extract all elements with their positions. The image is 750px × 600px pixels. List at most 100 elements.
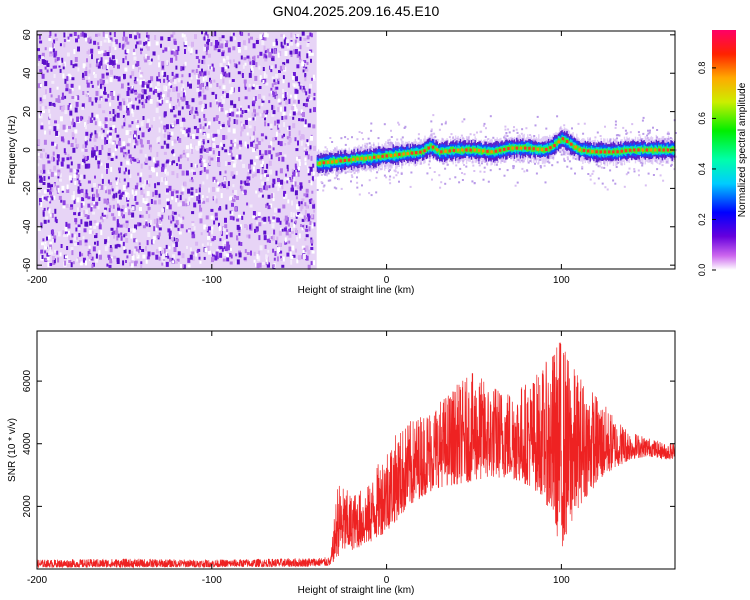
signal-halo-point: [469, 133, 472, 136]
signal-core-cell: [339, 159, 342, 163]
noise-cell: [152, 191, 155, 197]
noise-cell: [277, 183, 281, 188]
noise-cell: [224, 73, 228, 78]
noise-cell: [277, 248, 280, 254]
noise-cell: [202, 200, 206, 204]
signal-halo-point: [543, 164, 546, 167]
noise-cell: [153, 157, 155, 163]
noise-cell: [120, 208, 124, 212]
noise-cell: [279, 220, 282, 225]
noise-cell: [220, 193, 223, 199]
signal-band-cell: [506, 146, 508, 152]
noise-cell: [165, 160, 169, 164]
signal-band-cell: [366, 154, 369, 160]
noise-cell: [178, 202, 182, 206]
noise-cell: [191, 133, 195, 139]
noise-cell: [116, 199, 120, 204]
noise-cell: [150, 199, 153, 204]
signal-halo-point: [535, 172, 538, 175]
noise-cell: [251, 135, 255, 141]
heatmap-signal-track: [316, 114, 677, 197]
signal-band-cell: [501, 147, 503, 152]
noise-cell: [268, 150, 272, 155]
noise-cell: [91, 197, 95, 201]
noise-cell: [98, 61, 101, 66]
noise-cell: [73, 212, 77, 216]
noise-cell: [267, 217, 270, 222]
signal-halo-point: [536, 115, 539, 118]
noise-cell: [58, 195, 62, 200]
signal-halo-point: [351, 136, 353, 139]
noise-cell: [286, 59, 290, 64]
noise-cell: [68, 235, 71, 241]
noise-cell: [42, 169, 46, 174]
signal-halo-point: [533, 135, 536, 137]
noise-cell: [233, 159, 237, 164]
noise-cell: [309, 108, 312, 113]
noise-cell: [146, 32, 149, 36]
noise-cell: [201, 104, 205, 108]
noise-cell: [268, 240, 271, 243]
noise-cell: [96, 240, 99, 246]
noise-cell: [148, 206, 151, 210]
noise-cell: [204, 148, 207, 152]
noise-cell: [73, 198, 76, 204]
noise-cell: [296, 259, 299, 264]
noise-cell: [39, 177, 43, 183]
noise-cell: [191, 149, 194, 154]
signal-halo-point: [647, 132, 650, 135]
noise-cell: [278, 230, 282, 236]
noise-cell: [131, 212, 135, 218]
noise-cell: [193, 226, 196, 231]
noise-cell: [80, 188, 84, 193]
noise-cell: [200, 160, 203, 166]
noise-cell: [111, 141, 115, 145]
noise-cell: [240, 180, 243, 185]
noise-cell: [290, 32, 293, 38]
noise-cell: [288, 246, 292, 252]
noise-cell: [272, 183, 275, 188]
noise-cell: [224, 149, 228, 153]
noise-cell: [64, 129, 68, 133]
noise-cell: [79, 183, 82, 187]
noise-cell: [122, 223, 125, 228]
noise-cell: [283, 133, 285, 137]
noise-cell: [244, 120, 248, 125]
noise-cell: [248, 163, 252, 169]
noise-cell: [129, 131, 132, 136]
noise-cell: [174, 260, 178, 264]
noise-cell: [164, 180, 168, 185]
signal-halo-point: [539, 166, 542, 169]
noise-cell: [305, 98, 309, 102]
noise-cell: [41, 242, 44, 246]
noise-cell: [102, 110, 106, 114]
noise-cell: [273, 79, 276, 83]
noise-cell: [287, 127, 290, 131]
noise-cell: [54, 33, 57, 37]
noise-cell: [295, 228, 298, 234]
noise-cell: [171, 140, 174, 146]
noise-cell: [125, 185, 128, 189]
signal-band-cell: [316, 161, 319, 166]
noise-cell: [284, 237, 287, 243]
signal-band-cell: [656, 148, 659, 154]
noise-cell: [261, 103, 264, 107]
noise-cell: [311, 176, 314, 182]
noise-cell: [196, 145, 200, 151]
noise-cell: [273, 257, 276, 261]
noise-cell: [181, 253, 185, 259]
signal-core-cell: [477, 148, 481, 152]
signal-halo-point: [667, 131, 670, 134]
noise-cell: [284, 142, 287, 146]
noise-cell: [94, 241, 96, 245]
noise-cell: [95, 222, 99, 226]
noise-cell: [270, 69, 273, 73]
signal-halo-point: [454, 176, 457, 179]
noise-cell: [75, 170, 78, 175]
noise-cell: [231, 111, 235, 117]
noise-cell: [103, 209, 107, 215]
noise-cell: [140, 189, 144, 195]
noise-cell: [109, 111, 112, 115]
signal-halo-point: [476, 131, 478, 134]
noise-cell: [147, 34, 150, 39]
